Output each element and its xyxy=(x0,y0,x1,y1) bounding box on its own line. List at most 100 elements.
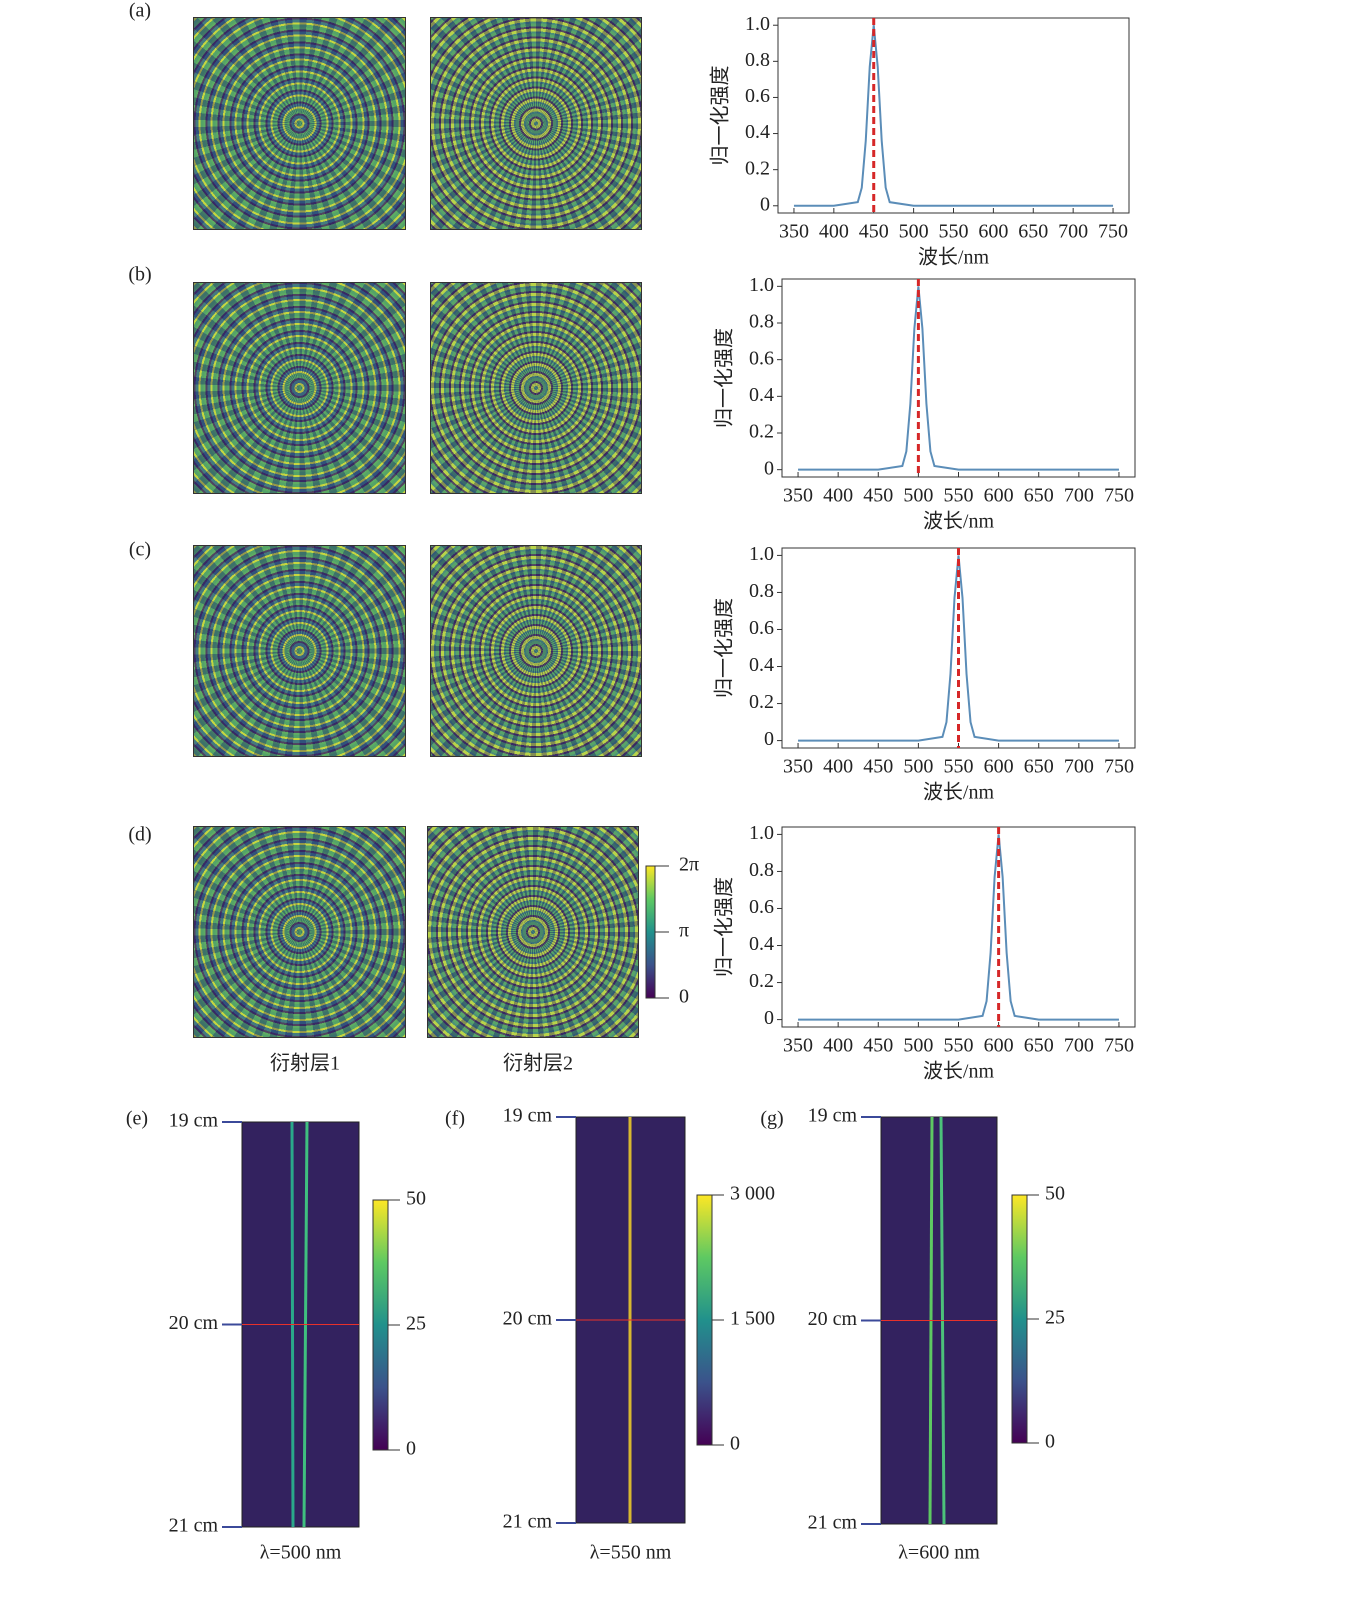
plot-frame xyxy=(781,826,1136,1028)
x-tick-label: 350 xyxy=(783,756,813,778)
y-tick-label: 0.2 xyxy=(749,970,774,992)
y-tick-label: 0.6 xyxy=(745,85,770,107)
x-tick-label: 750 xyxy=(1104,756,1134,778)
layer-label: 衍射层1 xyxy=(270,1052,340,1075)
y-tick-label: 0 xyxy=(764,728,774,750)
colorbar xyxy=(372,1199,389,1451)
colorbar-tick-label: 3 000 xyxy=(730,1183,775,1205)
x-axis-label: 波长/nm xyxy=(923,781,995,804)
x-tick-label: 650 xyxy=(1024,756,1054,778)
y-tick-label: 0.2 xyxy=(745,157,770,179)
y-tick-label: 0.6 xyxy=(749,617,774,639)
colorbar-tick-label: 25 xyxy=(406,1313,426,1335)
panel-label: (c) xyxy=(129,539,151,561)
y-tick-label: 0 xyxy=(764,1007,774,1029)
x-tick-label: 450 xyxy=(859,221,889,243)
colorbar-tick-label: 0 xyxy=(679,986,689,1008)
y-axis-label: 归一化强度 xyxy=(709,66,732,166)
colorbar-tick-label: 0 xyxy=(1045,1431,1055,1453)
y-tick-label: 0.2 xyxy=(749,691,774,713)
x-tick-label: 400 xyxy=(823,485,853,507)
y-axis-label: 归一化强度 xyxy=(713,328,736,428)
y-axis-label: 归一化强度 xyxy=(713,877,736,977)
panel-label: (g) xyxy=(760,1108,783,1130)
x-tick-label: 700 xyxy=(1064,485,1094,507)
spectrum-line xyxy=(798,286,1119,471)
y-tick-label: 0.4 xyxy=(749,384,774,406)
x-tick-label: 550 xyxy=(944,756,974,778)
y-tick-label: 0.8 xyxy=(749,311,774,333)
y-tick-label: 20 cm xyxy=(503,1308,553,1330)
y-tick-label: 19 cm xyxy=(808,1105,858,1127)
phase-map xyxy=(430,17,642,230)
x-axis-label: 波长/nm xyxy=(918,246,990,269)
y-tick-label: 0.4 xyxy=(745,121,770,143)
y-tick-label: 1.0 xyxy=(745,13,770,35)
y-tick-label: 0.6 xyxy=(749,896,774,918)
x-tick-label: 650 xyxy=(1018,221,1048,243)
x-tick-label: 450 xyxy=(863,485,893,507)
colorbar xyxy=(696,1194,713,1446)
x-tick-label: 550 xyxy=(944,485,974,507)
layer-label: 衍射层2 xyxy=(503,1052,573,1075)
y-tick-label: 19 cm xyxy=(169,1110,219,1132)
x-tick-label: 650 xyxy=(1024,485,1054,507)
x-tick-label: 350 xyxy=(783,485,813,507)
spectrum-line xyxy=(798,834,1119,1021)
panel-label: (e) xyxy=(126,1108,148,1130)
x-axis-label: 波长/nm xyxy=(923,510,995,533)
x-tick-label: 600 xyxy=(978,221,1008,243)
x-tick-label: 400 xyxy=(823,756,853,778)
panel-label: (d) xyxy=(128,824,151,846)
colorbar xyxy=(1011,1194,1028,1444)
x-tick-label: 500 xyxy=(903,1035,933,1057)
phase-map xyxy=(193,282,406,494)
y-tick-label: 20 cm xyxy=(808,1308,858,1330)
y-tick-label: 0 xyxy=(760,193,770,215)
y-tick-label: 0.8 xyxy=(749,580,774,602)
spectrum-line xyxy=(798,555,1119,742)
y-tick-label: 21 cm xyxy=(169,1515,219,1537)
y-tick-label: 0.2 xyxy=(749,421,774,443)
y-tick-label: 0.4 xyxy=(749,933,774,955)
x-tick-label: 600 xyxy=(984,756,1014,778)
x-axis-label: λ=500 nm xyxy=(260,1542,342,1564)
x-tick-label: 550 xyxy=(944,1035,974,1057)
phase-map xyxy=(427,826,639,1038)
y-tick-label: 0.4 xyxy=(749,654,774,676)
x-tick-label: 500 xyxy=(899,221,929,243)
panel-label: (b) xyxy=(128,264,151,286)
spectrum-line xyxy=(793,25,1114,207)
x-tick-label: 400 xyxy=(823,1035,853,1057)
phase-map xyxy=(430,545,642,757)
panel-label: (f) xyxy=(445,1108,465,1130)
colorbar-tick-label: 25 xyxy=(1045,1307,1065,1329)
y-tick-label: 1.0 xyxy=(749,822,774,844)
phase-map xyxy=(193,826,406,1038)
panel-label: (a) xyxy=(129,0,151,22)
x-tick-label: 500 xyxy=(903,485,933,507)
y-tick-label: 0.8 xyxy=(749,859,774,881)
x-axis-label: 波长/nm xyxy=(923,1060,995,1083)
x-tick-label: 700 xyxy=(1058,221,1088,243)
y-tick-label: 20 cm xyxy=(169,1312,219,1334)
x-axis-label: λ=600 nm xyxy=(898,1542,980,1564)
y-tick-label: 0 xyxy=(764,457,774,479)
phase-map xyxy=(193,545,406,757)
colorbar-tick-label: 0 xyxy=(730,1433,740,1455)
x-tick-label: 350 xyxy=(783,1035,813,1057)
y-tick-label: 0.8 xyxy=(745,49,770,71)
colorbar-tick-label: π xyxy=(679,920,689,942)
x-tick-label: 500 xyxy=(903,756,933,778)
y-tick-label: 1.0 xyxy=(749,274,774,296)
x-tick-label: 600 xyxy=(984,1035,1014,1057)
colorbar-tick-label: 50 xyxy=(1045,1183,1065,1205)
x-tick-label: 700 xyxy=(1064,1035,1094,1057)
x-tick-label: 550 xyxy=(939,221,969,243)
colorbar-tick-label: 1 500 xyxy=(730,1308,775,1330)
colorbar-tick-label: 0 xyxy=(406,1438,416,1460)
y-tick-label: 0.6 xyxy=(749,347,774,369)
x-tick-label: 450 xyxy=(863,756,893,778)
